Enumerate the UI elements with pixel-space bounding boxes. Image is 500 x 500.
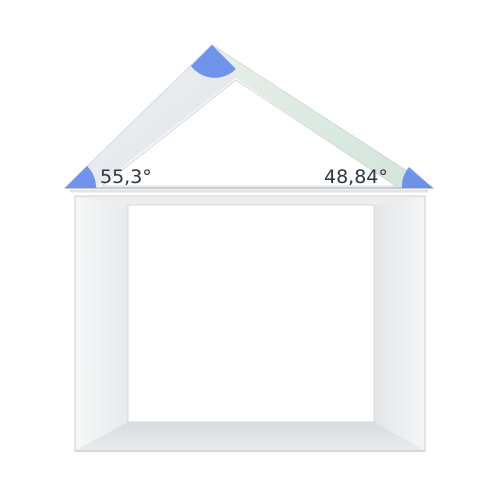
left-angle-label: 55,3° xyxy=(100,166,152,188)
body-inner xyxy=(127,204,375,423)
roof xyxy=(63,44,435,193)
roof-right-slope xyxy=(212,45,433,188)
top-beam xyxy=(76,197,424,205)
left-base-angle-marker xyxy=(65,166,97,188)
right-base-angle-marker xyxy=(401,167,433,188)
roof-left-slope xyxy=(65,45,236,188)
angle-markers xyxy=(65,45,433,188)
right-wall xyxy=(374,197,424,450)
left-wall xyxy=(76,197,128,450)
house-body xyxy=(74,195,426,452)
apex-angle-marker xyxy=(191,45,236,78)
roof-inner xyxy=(100,79,398,187)
floor xyxy=(76,422,424,450)
right-angle-label: 48,84° xyxy=(324,166,388,188)
